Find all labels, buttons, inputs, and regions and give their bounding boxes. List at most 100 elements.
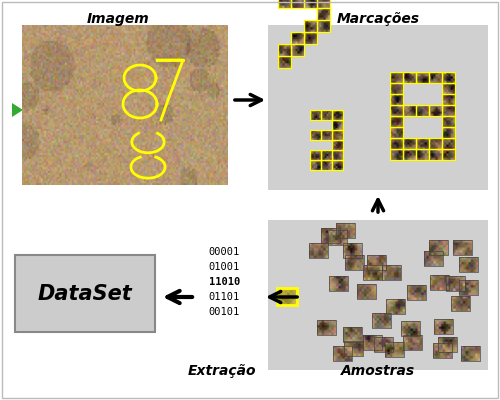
Bar <box>424 252 443 266</box>
Text: Extração: Extração <box>188 364 256 378</box>
Bar <box>390 149 403 160</box>
Text: Imagem: Imagem <box>86 12 150 26</box>
Text: 00101: 00101 <box>209 307 240 317</box>
Bar <box>442 138 455 149</box>
Bar <box>385 342 404 357</box>
Bar <box>310 130 321 140</box>
Bar <box>390 116 403 127</box>
Bar <box>357 284 376 299</box>
Bar <box>390 105 403 116</box>
Bar <box>278 0 291 8</box>
Text: Amostras: Amostras <box>341 364 415 378</box>
Bar <box>458 280 477 295</box>
Polygon shape <box>12 103 23 117</box>
Bar <box>321 160 332 170</box>
Bar <box>332 140 343 150</box>
Bar <box>321 110 332 120</box>
Bar <box>344 255 364 270</box>
Bar <box>416 72 429 83</box>
Bar <box>438 337 456 352</box>
Bar <box>366 255 386 270</box>
Bar <box>310 150 321 160</box>
Bar <box>382 265 401 280</box>
Bar <box>402 335 421 350</box>
Bar <box>309 243 328 258</box>
Bar <box>332 130 343 140</box>
Bar <box>321 150 332 160</box>
Bar <box>310 110 321 120</box>
Bar <box>429 138 442 149</box>
Bar <box>362 265 382 280</box>
Bar <box>332 120 343 130</box>
Bar <box>408 284 426 300</box>
Bar <box>429 149 442 160</box>
Bar <box>317 8 330 20</box>
Bar <box>317 0 330 8</box>
Bar <box>442 94 455 105</box>
Bar <box>430 275 450 290</box>
Bar <box>318 320 336 335</box>
Bar <box>462 346 480 361</box>
Bar <box>336 223 355 238</box>
Bar <box>277 288 297 305</box>
Bar <box>333 346 352 361</box>
Bar <box>268 220 488 370</box>
Bar <box>403 138 416 149</box>
Bar <box>442 72 455 83</box>
Bar <box>278 44 291 56</box>
Bar <box>343 326 362 342</box>
Bar <box>446 276 465 291</box>
Bar <box>401 321 420 336</box>
Bar <box>390 138 403 149</box>
Bar <box>442 105 455 116</box>
Bar <box>403 105 416 116</box>
Bar <box>434 319 453 334</box>
Bar <box>429 105 442 116</box>
Bar <box>459 257 478 272</box>
Text: Marcações: Marcações <box>336 12 419 26</box>
Bar <box>372 313 392 328</box>
Text: 01001: 01001 <box>209 262 240 272</box>
Text: DataSet: DataSet <box>38 284 132 304</box>
Bar <box>291 0 304 8</box>
Text: 11010: 11010 <box>209 277 240 287</box>
Bar <box>390 83 403 94</box>
Bar <box>277 288 297 305</box>
Bar <box>390 72 403 83</box>
Bar <box>342 242 361 258</box>
Bar <box>15 255 155 332</box>
Bar <box>291 32 304 44</box>
Bar <box>434 343 452 358</box>
Bar <box>332 160 343 170</box>
Bar <box>291 44 304 56</box>
Bar <box>442 83 455 94</box>
Bar <box>374 337 393 352</box>
Bar <box>403 72 416 83</box>
Bar <box>429 72 442 83</box>
Bar <box>268 25 488 190</box>
Bar <box>278 56 291 68</box>
Text: 00001: 00001 <box>209 247 240 257</box>
Bar <box>442 116 455 127</box>
Bar <box>329 276 348 291</box>
Bar <box>344 341 362 356</box>
Bar <box>317 20 330 32</box>
Bar <box>390 94 403 105</box>
Bar <box>442 149 455 160</box>
Bar <box>304 20 317 32</box>
Bar <box>390 127 403 138</box>
Bar <box>451 296 470 311</box>
Bar <box>416 149 429 160</box>
Bar <box>328 230 346 245</box>
Bar <box>322 228 340 243</box>
Bar <box>416 105 429 116</box>
Text: 01101: 01101 <box>209 292 240 302</box>
Bar <box>304 0 317 8</box>
Bar <box>442 127 455 138</box>
Bar <box>452 240 471 255</box>
Bar <box>403 149 416 160</box>
Bar <box>416 138 429 149</box>
Bar <box>429 240 448 255</box>
Bar <box>332 150 343 160</box>
Bar <box>321 130 332 140</box>
